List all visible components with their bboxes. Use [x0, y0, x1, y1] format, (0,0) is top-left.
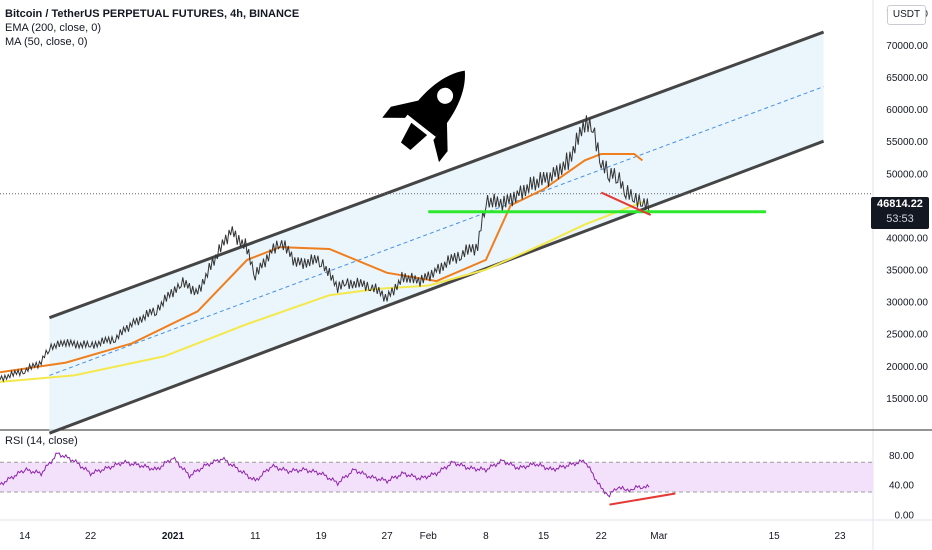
price-tick-label: 55000.00 [886, 137, 928, 148]
rsi-line [0, 452, 650, 498]
price-pane[interactable] [0, 30, 873, 435]
ma-legend: MA (50, close, 0) [5, 36, 88, 48]
time-tick-label: 27 [382, 531, 394, 542]
last-price-tag: 46814.22 53:53 [871, 197, 929, 229]
price-tick-label: 15000.00 [886, 394, 928, 405]
price-tick-label: 70000.00 [886, 41, 928, 52]
time-tick-label: 2021 [162, 531, 185, 542]
rsi-tick-label: 0.00 [895, 510, 915, 521]
last-price-value: 46814.22 [877, 198, 923, 210]
price-tick-label: 50000.00 [886, 169, 928, 180]
price-tick-label: 40000.00 [886, 233, 928, 244]
price-tick-label: 35000.00 [886, 266, 928, 277]
price-tick-label: 30000.00 [886, 298, 928, 309]
price-divergence-line [600, 191, 652, 216]
ema-legend: EMA (200, close, 0) [5, 22, 101, 34]
symbol-title: Bitcoin / TetherUS PERPETUAL FUTURES, 4h… [5, 8, 300, 20]
chart-legend: Bitcoin / TetherUS PERPETUAL FUTURES, 4h… [5, 7, 299, 49]
time-tick-label: 14 [19, 531, 31, 542]
time-tick-label: 15 [538, 531, 550, 542]
bar-countdown: 53:53 [886, 213, 914, 225]
time-tick-label: 22 [596, 531, 608, 542]
price-tick-label: 20000.00 [886, 362, 928, 373]
rsi-divergence-line [609, 492, 676, 506]
channel-upper-line [48, 30, 825, 320]
time-tick-label: 8 [483, 531, 489, 542]
rsi-legend: RSI (14, close) [5, 435, 78, 447]
currency-button[interactable]: USDT [887, 5, 926, 25]
rsi-band [0, 462, 873, 492]
time-tick-label: 22 [85, 531, 97, 542]
price-candles [0, 115, 651, 383]
channel-midline [49, 86, 824, 376]
channel-fill [49, 32, 824, 434]
ma50-line [0, 153, 644, 374]
time-tick-label: 19 [316, 531, 328, 542]
time-tick-label: 11 [250, 531, 261, 542]
time-tick-label: 15 [769, 531, 781, 542]
time-tick-label: 23 [834, 531, 846, 542]
price-tick-label: 60000.00 [886, 105, 928, 116]
rsi-tick-label: 80.00 [889, 451, 914, 462]
rsi-tick-label: 40.00 [889, 481, 914, 492]
channel-lower-line [48, 139, 825, 435]
rsi-pane[interactable] [0, 452, 873, 506]
price-tick-label: 65000.00 [886, 73, 928, 84]
price-tick-label: 25000.00 [886, 330, 928, 341]
rocket-icon [382, 70, 465, 163]
time-tick-label: Mar [650, 531, 668, 542]
time-tick-label: Feb [420, 531, 438, 542]
